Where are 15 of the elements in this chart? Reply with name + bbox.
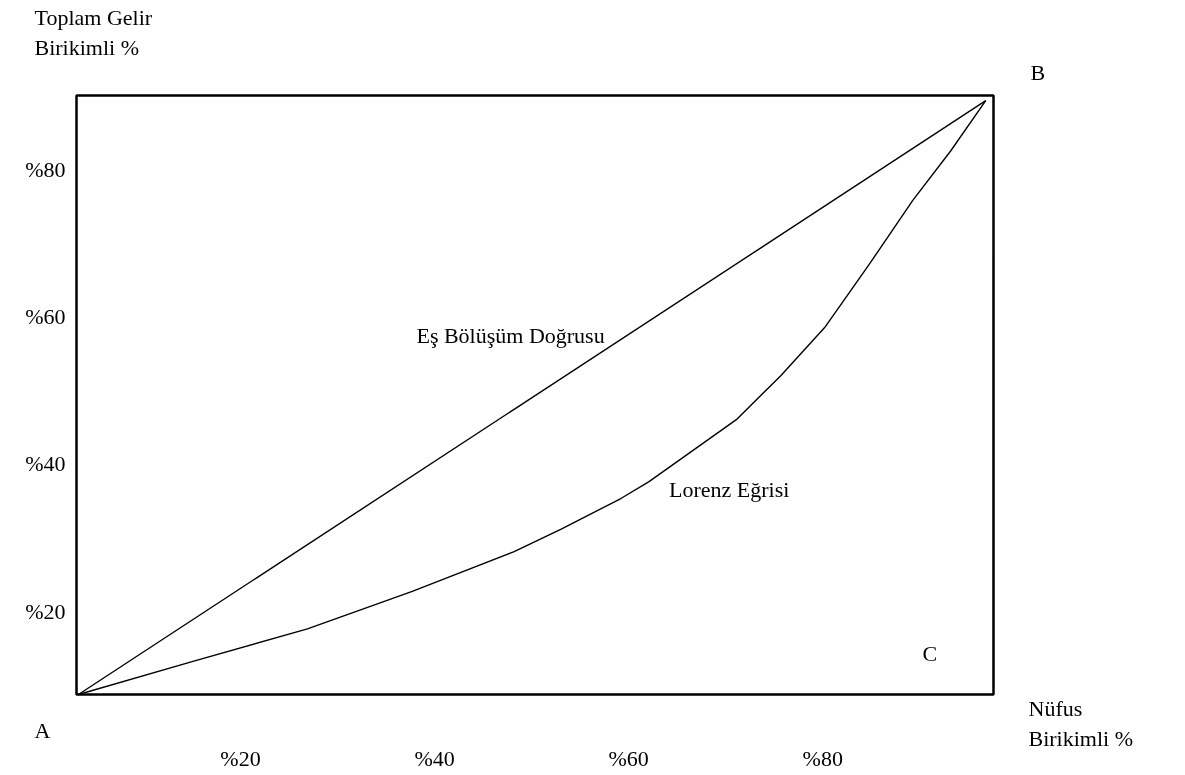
y-tick-label: %80: [25, 156, 66, 182]
series-label: Lorenz Eğrisi: [669, 477, 790, 503]
series-label: Eş Bölüşüm Doğrusu: [416, 323, 605, 349]
y-tick-label: %60: [25, 304, 66, 330]
x-tick-label: %60: [608, 746, 649, 771]
x-tick-label: %80: [802, 746, 843, 771]
y-tick-label: %40: [25, 451, 66, 477]
y-tick-label: %20: [25, 598, 66, 624]
x-axis-title: Nüfus Birikimli %: [1028, 695, 1133, 751]
annotation: C: [922, 641, 938, 666]
y-axis-title: Toplam Gelir Birikimli %: [34, 4, 153, 60]
text: B: [1030, 60, 1046, 85]
text: A: [34, 718, 51, 743]
x-tick-label: %40: [414, 746, 455, 771]
x-tick-label: %20: [220, 746, 261, 771]
